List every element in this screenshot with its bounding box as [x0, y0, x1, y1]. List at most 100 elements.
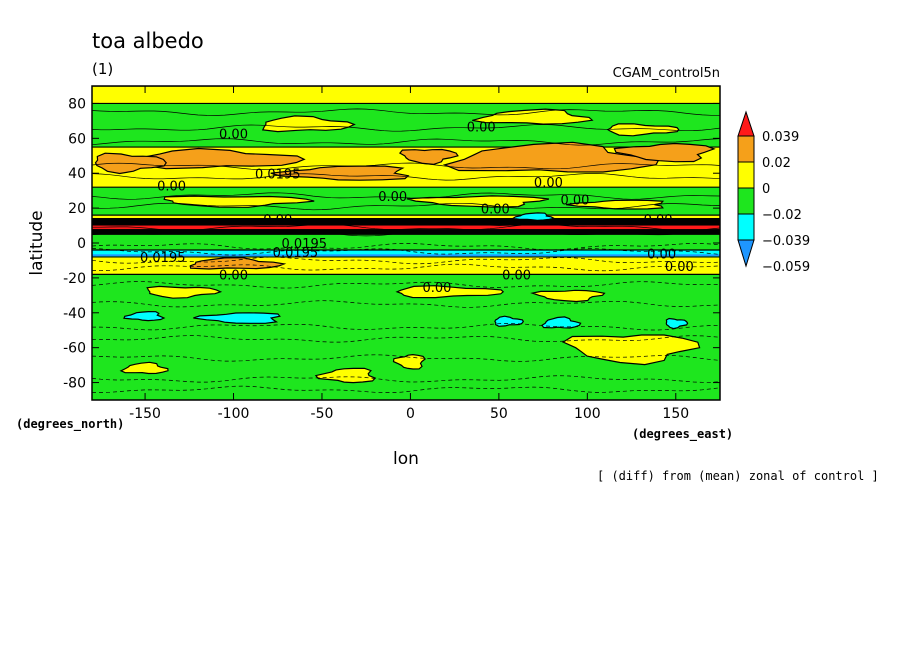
zonal-band-4 [92, 215, 720, 219]
colorbar-label: −0.059 [762, 260, 810, 275]
patch-7 [261, 115, 356, 133]
contour-line-3 [92, 162, 720, 170]
contour-label: 0.00 [647, 248, 676, 263]
contour-lines [92, 108, 720, 393]
zonal-band-6 [92, 234, 720, 250]
y-axis-ticks: 80 60 40 20 0 -20 -40 -60 -80 [63, 96, 720, 392]
contour-label: 0.00 [219, 269, 248, 284]
contour-line-1 [92, 124, 720, 132]
y-axis-units: (degrees_north) [16, 417, 124, 432]
contour-label: 0.00 [644, 213, 673, 228]
contour-label: 0.00 [157, 180, 186, 195]
x-tick-label: 150 [662, 406, 689, 422]
colorbar-label: 0.02 [762, 156, 791, 171]
patch-14 [395, 285, 505, 299]
y-tick-label: 0 [77, 236, 86, 252]
colorbar-bottom-arrow [737, 239, 755, 268]
colorbar-label: −0.02 [762, 208, 802, 223]
anomaly-patches [94, 108, 716, 384]
chart-subtitle: (1) [92, 60, 113, 78]
contour-line-5 [92, 192, 720, 200]
y-tick-label: -80 [63, 376, 86, 392]
y-axis-label: latitude [27, 210, 47, 275]
colorbar-top-arrow [737, 110, 755, 137]
contour-line-9 [92, 228, 720, 237]
patch-23 [392, 353, 426, 370]
contour-line-2 [92, 138, 720, 146]
zonal-band-0 [92, 86, 720, 104]
contour-label: 0.00 [378, 190, 407, 205]
x-axis-ticks: -150 -100 -50 0 50 100 150 [129, 86, 689, 422]
contour-label: 0.00 [665, 260, 694, 275]
patch-4 [613, 142, 716, 163]
patch-11 [566, 199, 665, 210]
patch-25 [119, 361, 169, 375]
y-tick-label: 80 [68, 96, 86, 112]
contour-line-8 [92, 223, 720, 232]
patch-12 [511, 212, 556, 221]
patch-24 [314, 367, 377, 384]
patch-22 [561, 334, 701, 366]
contour-label: 0.0195 [273, 246, 319, 261]
contour-label: 0.00 [422, 281, 451, 296]
annotation-note: [ (diff) from (mean) zonal of control ] [597, 469, 879, 483]
contour-label: 0.0195 [255, 167, 301, 182]
run-label: CGAM_control5n [613, 66, 720, 81]
contour-line-6 [92, 202, 720, 211]
x-tick-label: -150 [129, 406, 161, 422]
y-tick-label: -40 [63, 306, 86, 322]
patch-16 [530, 289, 606, 303]
patch-21 [665, 317, 689, 330]
colorbar-label: 0.039 [762, 130, 799, 145]
chart-title: toa albedo [92, 29, 204, 53]
colorbar-swatch [737, 213, 755, 241]
tropical-blue-sliver [92, 254, 720, 257]
contour-line-7 [92, 218, 720, 226]
zonal-band-7 [92, 249, 720, 257]
y-tick-label: -60 [63, 341, 86, 357]
contour-label: 0.00 [502, 269, 531, 284]
contour-label: 0.00 [467, 120, 496, 135]
zonal-band-8 [92, 256, 720, 275]
contour-line-4 [92, 173, 720, 181]
colorbar-swatch [737, 187, 755, 215]
colorbar-label: −0.039 [762, 234, 810, 249]
x-axis-label: lon [393, 449, 419, 469]
contour-line-0 [92, 108, 720, 116]
x-axis-units: (degrees_east) [632, 427, 733, 442]
y-tick-label: -20 [63, 271, 86, 287]
colorbar-swatch [737, 135, 755, 163]
patch-0 [442, 141, 660, 173]
patch-5 [270, 165, 410, 181]
patch-20 [494, 315, 525, 327]
contour-label: 0.00 [219, 127, 248, 142]
colorbar-swatch [737, 161, 755, 189]
patch-18 [123, 310, 166, 322]
x-tick-label: 50 [490, 406, 508, 422]
patch-19 [541, 316, 582, 329]
contour-label: 0.0195 [282, 237, 328, 252]
x-tick-label: -100 [218, 406, 250, 422]
contour-label: 0.0195 [140, 251, 186, 266]
contour-label: 0.00 [560, 194, 589, 209]
x-tick-label: 100 [574, 406, 601, 422]
tropical-red-sliver [92, 225, 720, 230]
patch-3 [398, 148, 459, 165]
colorbar: 0.039 0.02 0 −0.02 −0.039 −0.059 [737, 110, 810, 275]
patch-9 [163, 195, 315, 208]
y-tick-label: 60 [68, 131, 86, 147]
patch-17 [193, 312, 281, 324]
contour-label: 0.00 [534, 176, 563, 191]
y-tick-label: 40 [68, 166, 86, 182]
x-tick-label: -50 [311, 406, 334, 422]
x-tick-label: 0 [406, 406, 415, 422]
colorbar-label: 0 [762, 182, 770, 197]
contour-label: 0.00 [263, 213, 292, 228]
y-tick-label: 20 [68, 201, 86, 217]
patch-15 [146, 285, 223, 299]
contour-label: 0.00 [481, 202, 510, 217]
patch-6 [472, 108, 594, 125]
